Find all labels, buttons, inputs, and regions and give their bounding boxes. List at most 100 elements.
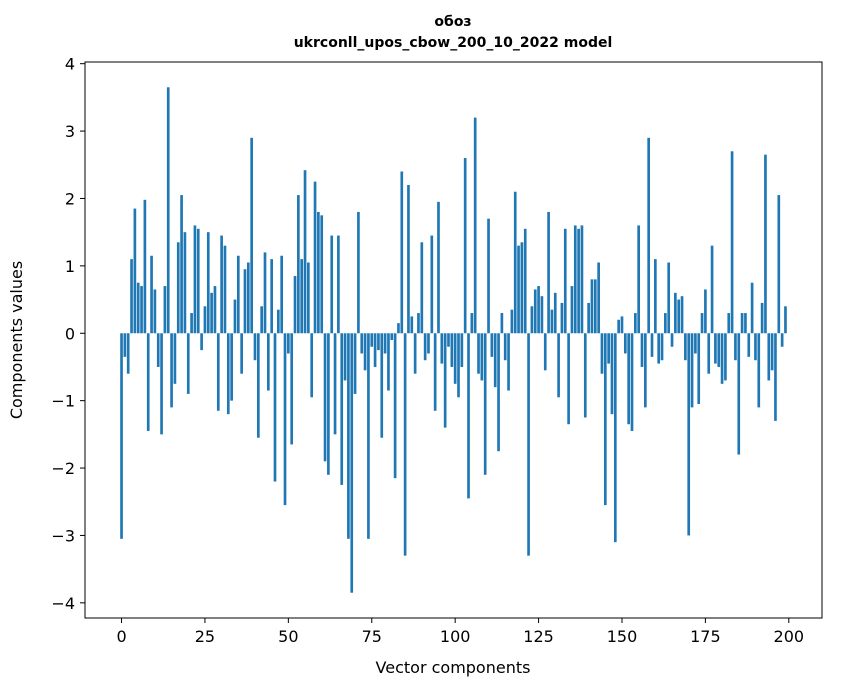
bar [674, 292, 677, 334]
bar [740, 313, 744, 334]
bar [473, 117, 477, 334]
bar [333, 333, 337, 435]
bar [196, 228, 200, 334]
bar [430, 235, 434, 334]
bar [153, 289, 157, 334]
bar [660, 333, 664, 361]
bar [667, 262, 671, 334]
bar [460, 333, 464, 367]
bar [510, 309, 514, 334]
bar [607, 333, 610, 364]
bar [320, 215, 324, 334]
bar [764, 154, 767, 334]
bar [450, 333, 454, 367]
bar [330, 235, 334, 334]
bar [513, 191, 517, 334]
bar [190, 313, 193, 334]
bar [310, 333, 314, 398]
bar [226, 333, 230, 415]
bar [780, 333, 784, 347]
bar [313, 181, 317, 334]
x-tick-label: 175 [690, 627, 721, 646]
bar [540, 296, 544, 334]
bar [213, 286, 217, 334]
bar [750, 282, 754, 334]
bar [737, 333, 741, 455]
bar [410, 316, 414, 334]
bar [573, 225, 577, 334]
bar [487, 218, 490, 334]
bar [567, 333, 570, 425]
bar [590, 279, 594, 334]
y-tick-label: 3 [65, 122, 75, 141]
x-tick-label: 200 [774, 627, 805, 646]
bar [353, 333, 357, 394]
bar [383, 333, 387, 354]
bar [246, 262, 250, 334]
bar [120, 333, 123, 539]
bar [367, 333, 370, 539]
bar [327, 333, 330, 475]
bar [230, 333, 233, 401]
bar [610, 333, 614, 415]
bar [360, 333, 364, 354]
bar [477, 333, 480, 374]
bar [417, 313, 420, 334]
bar [303, 170, 307, 334]
bar [453, 333, 457, 384]
y-tick-label: 2 [65, 189, 75, 208]
bar [754, 333, 757, 361]
bar [500, 313, 504, 334]
y-tick-label: −2 [51, 459, 75, 478]
bar [720, 333, 724, 384]
bar [170, 333, 173, 408]
bar [347, 333, 350, 539]
x-tick-label: 25 [195, 627, 215, 646]
axes-frame [84, 61, 823, 619]
bar [650, 333, 654, 357]
bar [357, 211, 360, 334]
bar [670, 333, 674, 347]
bar [123, 333, 127, 357]
bar [390, 333, 394, 340]
bar [203, 306, 207, 334]
bar [710, 245, 714, 334]
bar [770, 333, 774, 371]
bar [503, 333, 507, 361]
bar [694, 333, 697, 354]
bar [210, 292, 213, 334]
bar [180, 195, 183, 334]
bar [290, 333, 294, 445]
bar [377, 333, 380, 351]
bar [570, 286, 574, 334]
bar [267, 333, 270, 391]
chart-title: обоз [434, 14, 471, 30]
bar [173, 333, 177, 384]
bar [724, 333, 727, 381]
bar [403, 333, 407, 556]
bar [166, 87, 170, 334]
bar [393, 333, 397, 479]
bar [784, 306, 787, 334]
bar [253, 333, 257, 361]
bar [637, 225, 640, 334]
bar [407, 184, 410, 334]
bar [193, 225, 197, 334]
bar [543, 333, 547, 371]
bar [580, 225, 584, 334]
bar [433, 333, 437, 411]
bar [160, 333, 163, 435]
bar [297, 195, 300, 334]
bar [744, 313, 747, 334]
bar [133, 208, 137, 334]
bar [467, 333, 470, 499]
bar [707, 333, 711, 374]
bar [300, 259, 304, 334]
bar [597, 262, 600, 334]
bar [337, 235, 340, 334]
bar [577, 228, 580, 334]
bar [657, 333, 661, 364]
y-axis-label: Components values [7, 261, 26, 419]
